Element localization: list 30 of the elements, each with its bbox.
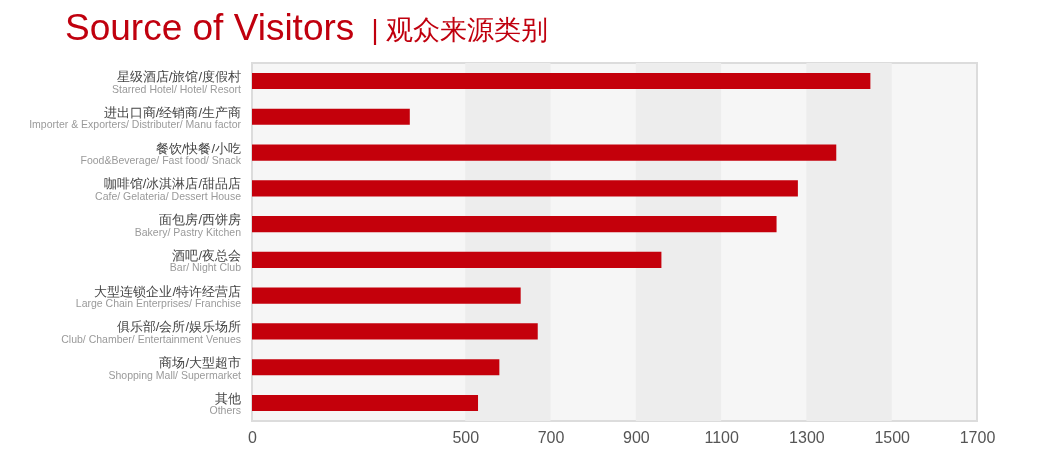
- bar: [252, 144, 837, 161]
- category-label: 星级酒店/旅馆/度假村 Starred Hotel/ Hotel/ Resort: [112, 69, 241, 95]
- x-tick-label: 900: [622, 428, 650, 446]
- x-tick-label: 0: [248, 428, 258, 446]
- chart-subtitle: | 观众来源类别: [371, 15, 548, 45]
- bar: [252, 108, 410, 125]
- category-label: 酒吧/夜总会 Bar/ Night Club: [169, 247, 241, 274]
- bar: [252, 251, 662, 268]
- category-label: 其他 Others: [209, 390, 241, 417]
- category-label: 大型连锁企业/特许经营店 Large Chain Enterprises/ Franchise: [75, 283, 241, 310]
- x-tick-label: 1700: [959, 428, 996, 446]
- x-tick-label: 500: [452, 428, 480, 446]
- category-label: 进出口商/经销商/生产商 Importer & Exporters/ Distributer/ Manu factor: [29, 104, 241, 131]
- category-label: 俱乐部/会所/娱乐场所 Club/ Chamber/ Entertainment Venues: [61, 319, 241, 345]
- bar: [252, 359, 500, 376]
- bar: [252, 73, 871, 90]
- category-label: 商场/大型超市 Shopping Mall/ Supermarket: [108, 355, 241, 381]
- bar: [252, 216, 777, 233]
- category-label: 咖啡馆/冰淇淋店/甜品店 Cafe/ Gelateria/ Dessert House: [95, 176, 241, 202]
- category-label: 面包房/西饼房 Bakery/ Pastry Kitchen: [134, 212, 241, 238]
- x-tick-label: 700: [537, 428, 565, 446]
- x-tick-label: 1300: [789, 428, 825, 446]
- bar: [252, 323, 538, 340]
- x-tick-label: 1500: [874, 428, 911, 446]
- bar: [252, 287, 521, 304]
- bar: [252, 394, 479, 411]
- category-label: 餐饮/快餐/小吃 Food&Beverage/ Fast food/ Snack: [80, 140, 241, 167]
- bar: [252, 180, 798, 197]
- x-tick-label: 1100: [704, 428, 739, 446]
- chart-title: Source of Visitors: [65, 7, 355, 48]
